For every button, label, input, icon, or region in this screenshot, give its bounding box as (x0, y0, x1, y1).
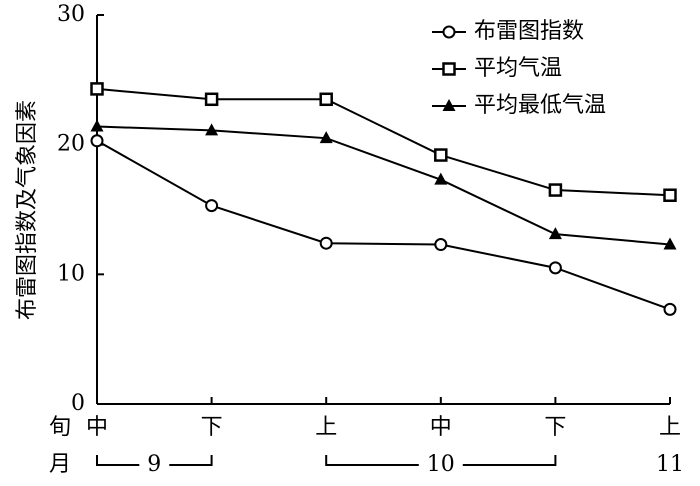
x-tick-label: 中 (86, 415, 108, 440)
legend-label: 平均气温 (474, 56, 562, 81)
marker (663, 237, 677, 250)
marker (442, 99, 456, 111)
marker (434, 238, 448, 252)
series-line (96, 125, 671, 246)
marker (442, 62, 456, 76)
marker (548, 183, 563, 197)
month-bracket (96, 455, 213, 466)
x-tick-label: 上 (315, 415, 337, 440)
month-label: 10 (427, 452, 455, 477)
marker (434, 172, 448, 185)
legend-label: 布雷图指数 (474, 19, 584, 44)
month-bracket (325, 455, 557, 466)
y-tick-label: 30 (57, 2, 85, 27)
series-line (96, 139, 671, 311)
marker (319, 131, 333, 144)
marker (90, 119, 104, 132)
marker (663, 302, 677, 316)
y-axis-label: 布雷图指数及气象因素 (15, 100, 40, 320)
marker (434, 148, 448, 162)
marker (90, 82, 104, 96)
month-label: 9 (147, 452, 161, 477)
marker (204, 92, 219, 107)
legend-label: 平均最低气温 (474, 93, 606, 118)
marker (548, 227, 562, 240)
x-tick-label: 上 (659, 415, 681, 440)
marker (663, 188, 677, 202)
y-tick-label: 10 (57, 261, 85, 286)
marker (319, 236, 333, 250)
x-tick-label: 中 (430, 415, 452, 440)
month-label: 11 (656, 452, 684, 477)
marker (205, 199, 219, 213)
x-tick-label: 下 (201, 415, 223, 440)
marker (442, 25, 456, 39)
x-row-label: 月 (49, 452, 71, 477)
x-row-label: 旬 (49, 415, 71, 440)
marker (319, 92, 333, 107)
marker (205, 123, 219, 136)
marker (90, 134, 104, 148)
x-tick-label: 下 (544, 415, 566, 440)
marker (548, 261, 562, 275)
y-tick-label: 0 (71, 391, 85, 416)
series-line (96, 87, 671, 197)
y-tick-label: 20 (57, 132, 85, 157)
